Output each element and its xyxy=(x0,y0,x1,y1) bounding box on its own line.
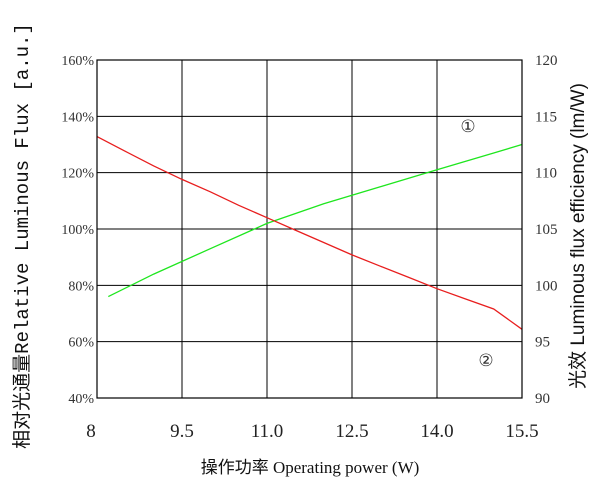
series-line-2 xyxy=(96,136,523,330)
annotation-series-1: ① xyxy=(460,117,475,137)
y-right-tick-label: 105 xyxy=(535,222,558,238)
tick-labels: 40% 60% 80% 100% 120% 140% 160% 90 95 100 105 110 11… xyxy=(61,53,557,442)
plot-border xyxy=(96,59,523,399)
y-left-tick-label: 40% xyxy=(68,392,94,407)
y-left-tick-label: 80% xyxy=(68,279,94,294)
y-right-tick-label: 100 xyxy=(535,278,558,294)
y-right-tick-label: 90 xyxy=(535,391,550,407)
y-right-tick-label: 95 xyxy=(535,335,550,351)
y-right-tick-label: 120 xyxy=(535,53,558,69)
y-left-tick-label: 160% xyxy=(61,54,94,69)
series-lines xyxy=(96,136,523,330)
annotation-series-2: ② xyxy=(478,351,493,371)
x-axis-label: 操作功率 Operating power (W) xyxy=(201,458,420,477)
x-tick-label: 14.0 xyxy=(420,421,453,442)
x-tick-label: 9.5 xyxy=(170,421,194,442)
y-axis-right-label: 光效 Luminous flux efficiency (lm/W) xyxy=(567,83,589,389)
y-left-tick-label: 140% xyxy=(61,110,94,125)
y-axis-left-label: 相对光通量Relative Luminous Flux [a.u.] xyxy=(11,23,34,449)
y-left-tick-label: 60% xyxy=(68,336,94,351)
y-left-tick-label: 100% xyxy=(61,223,94,238)
grid-lines xyxy=(97,60,522,398)
x-tick-label: 12.5 xyxy=(335,421,368,442)
x-tick-label: 8 xyxy=(86,421,96,442)
x-tick-label: 11.0 xyxy=(251,421,284,442)
x-tick-label: 15.5 xyxy=(505,421,538,442)
y-right-tick-label: 110 xyxy=(535,166,557,182)
plot-frame xyxy=(96,59,523,399)
series-line-1 xyxy=(108,143,523,298)
y-left-tick-label: 120% xyxy=(61,167,94,182)
y-right-tick-label: 115 xyxy=(535,109,557,125)
